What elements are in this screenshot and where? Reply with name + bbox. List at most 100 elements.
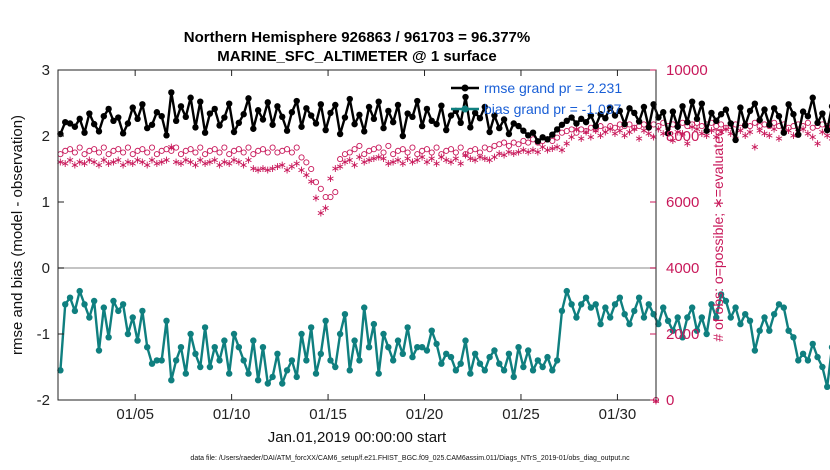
obs-possible-marker	[472, 146, 479, 153]
obs-evaluated-marker: ∗	[692, 122, 701, 135]
obs-evaluated-marker: ∗	[186, 155, 195, 168]
rmse-point	[655, 114, 662, 121]
obs-possible-marker	[226, 151, 233, 158]
obs-evaluated-marker: ∗	[297, 164, 306, 177]
rmse-point	[756, 116, 763, 124]
bias-point	[409, 353, 416, 361]
rmse-point	[737, 104, 744, 111]
rmse-point	[346, 95, 353, 103]
obs-evaluated-marker: ∗	[128, 157, 137, 170]
y-right-tick-label: 0	[666, 392, 674, 409]
bias-point	[785, 327, 792, 334]
bias-point	[587, 304, 595, 311]
rmse-point	[438, 102, 445, 109]
obs-evaluated-marker: ∗	[321, 201, 330, 214]
bias-point	[317, 350, 325, 357]
obs-evaluated-marker: ∗	[437, 150, 446, 163]
bias-point	[660, 304, 667, 311]
obs-evaluated-marker: ∗	[651, 395, 660, 408]
bias-point	[221, 337, 228, 344]
obs-possible-marker	[501, 139, 508, 146]
obs-evaluated-marker: ∗	[528, 144, 537, 157]
obs-evaluated-marker: ∗	[384, 157, 393, 170]
obs-possible-marker	[139, 146, 146, 153]
obs-possible-marker	[71, 149, 78, 156]
obs-evaluated-marker: ∗	[683, 137, 692, 150]
bias-point	[336, 330, 344, 338]
obs-evaluated-marker: ∗	[755, 124, 764, 137]
obs-possible-marker	[554, 134, 561, 141]
obs-evaluated-marker: ∗	[798, 122, 807, 135]
obs-evaluated-marker: ∗	[345, 154, 354, 167]
bias-point	[433, 340, 440, 348]
obs-possible-marker	[640, 121, 647, 128]
bias-point	[385, 344, 392, 351]
obs-evaluated-marker: ∗	[808, 131, 817, 144]
bias-point	[606, 314, 614, 321]
obs-evaluated-marker: ∗	[519, 144, 528, 157]
rmse-point	[288, 109, 296, 116]
rmse-point	[385, 107, 392, 115]
rmse-point	[471, 109, 479, 117]
bias-point	[57, 367, 64, 374]
obs-evaluated-marker: ∗	[215, 159, 224, 172]
bias-point	[746, 317, 754, 324]
rmse-point	[447, 112, 455, 119]
bias-point	[573, 314, 580, 321]
series-lines-layer	[57, 89, 830, 390]
obs-possible-marker	[337, 156, 344, 163]
bias-point	[602, 304, 609, 311]
bias-point	[621, 311, 628, 318]
rmse-point	[804, 113, 812, 120]
rmse-point	[669, 108, 677, 115]
obs-evaluated-marker: ∗	[784, 124, 793, 137]
x-tick-label: 01/15	[309, 406, 347, 423]
obs-possible-marker	[327, 193, 334, 201]
obs-possible-marker	[447, 146, 455, 153]
obs-evaluated-marker: ∗	[577, 132, 586, 145]
x-tick-label: 01/25	[502, 406, 540, 423]
bias-point	[732, 304, 739, 311]
bias-point	[655, 320, 662, 328]
obs-evaluated-marker: ∗	[229, 154, 238, 167]
obs-possible-marker	[197, 144, 204, 151]
obs-evaluated-marker: ∗	[123, 155, 132, 168]
rmse-point	[795, 131, 802, 138]
obs-evaluated-marker: ∗	[615, 124, 624, 137]
obs-evaluated-marker: ∗	[109, 155, 118, 168]
bias-point	[153, 357, 161, 364]
bias-point	[423, 347, 431, 354]
bias-point	[549, 367, 556, 374]
rmse-point	[476, 114, 484, 122]
obs-evaluated-marker: ∗	[818, 126, 827, 139]
obs-evaluated-marker: ∗	[606, 122, 615, 135]
obs-evaluated-marker: ∗	[543, 144, 552, 157]
bias-point	[669, 327, 677, 334]
obs-possible-marker	[221, 144, 228, 151]
bias-point	[505, 350, 513, 357]
bias-point	[346, 367, 353, 374]
obs-possible-marker	[602, 126, 609, 133]
obs-possible-marker	[404, 149, 411, 156]
obs-possible-marker	[611, 124, 619, 131]
x-tick-label: 01/10	[213, 406, 251, 423]
obs-evaluated-marker: ∗	[750, 140, 759, 153]
bias-point	[129, 314, 136, 321]
obs-possible-marker	[269, 144, 276, 151]
obs-evaluated-marker: ∗	[75, 155, 84, 168]
obs-possible-marker	[751, 119, 758, 126]
bias-point	[568, 301, 575, 308]
bias-point	[795, 357, 802, 364]
bias-point	[727, 314, 734, 321]
rmse-point	[370, 115, 378, 123]
bias-point	[722, 297, 730, 305]
rmse-point	[332, 101, 339, 109]
bias-point	[414, 344, 421, 351]
x-tick-label: 01/05	[116, 406, 154, 423]
bias-point	[332, 363, 339, 371]
bias-point	[790, 334, 797, 341]
bias-point	[462, 337, 469, 344]
obs-possible-marker	[317, 185, 324, 192]
obs-evaluated-marker: ∗	[147, 154, 156, 167]
